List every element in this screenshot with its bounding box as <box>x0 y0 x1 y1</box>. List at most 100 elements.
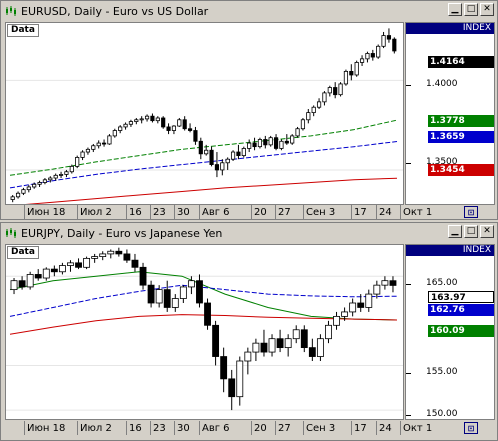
candlestick <box>196 274 203 308</box>
candlestick <box>179 285 187 303</box>
data-label: Data <box>7 246 39 259</box>
candlestick <box>58 171 64 179</box>
time-axis-label: Окт 1 <box>403 423 433 434</box>
candlestick <box>91 253 99 263</box>
candlestick <box>349 64 354 81</box>
minimize-icon: ▁ <box>451 4 459 14</box>
price-tick-mark <box>406 163 411 164</box>
candlestick <box>131 253 139 272</box>
candlestick <box>392 37 397 54</box>
candlestick <box>123 249 131 263</box>
chart-app-icon <box>4 5 18 17</box>
time-axis-label: 24 <box>379 207 392 218</box>
candlestick <box>204 298 211 330</box>
candlestick <box>386 28 392 43</box>
price-scale[interactable]: INDEX 1.4000 1.3500 1.4164 1.3778 1.3659… <box>405 22 495 205</box>
candlestick <box>252 338 260 361</box>
maximize-button[interactable]: □ <box>464 225 478 238</box>
moving-average-line <box>9 314 398 335</box>
price-tick-mark <box>406 85 411 86</box>
candlestick <box>228 369 236 411</box>
time-axis-separator <box>126 205 127 219</box>
candlestick <box>316 334 324 361</box>
candlestick <box>85 147 91 155</box>
candlestick <box>155 116 160 124</box>
candlestick <box>365 289 373 312</box>
candlestick <box>83 256 91 270</box>
price-tick-label: 165.00 <box>426 278 458 288</box>
time-axis-label: 17 <box>354 207 367 218</box>
candlestick <box>75 155 80 169</box>
close-button[interactable]: ✕ <box>480 3 494 16</box>
window-titlebar[interactable]: EURJPY, Daily - Euro vs Japanese Yen ▁ □… <box>2 224 496 242</box>
candlestick <box>316 98 322 110</box>
maximize-button[interactable]: □ <box>464 3 478 16</box>
candlestick <box>292 325 300 344</box>
candlestick <box>198 137 203 160</box>
candlestick <box>247 139 252 153</box>
time-axis-label: 20 <box>254 423 267 434</box>
chart-options-button[interactable]: ⊡ <box>464 422 478 434</box>
candlestick <box>42 267 50 281</box>
candlestick <box>276 329 284 353</box>
candlestick <box>118 125 123 134</box>
window-title: EURUSD, Daily - Euro vs US Dollar <box>21 4 209 18</box>
candlestick <box>69 164 74 174</box>
candlestick <box>279 139 284 151</box>
candlestick <box>80 150 85 161</box>
time-axis-separator <box>303 421 304 435</box>
minimize-button[interactable]: ▁ <box>448 225 462 238</box>
index-label: INDEX <box>406 245 494 256</box>
time-axis-separator <box>376 205 377 219</box>
candlestick <box>96 140 101 149</box>
maximize-icon: □ <box>466 4 476 14</box>
time-axis-label: Сен 3 <box>306 423 336 434</box>
candlestick <box>327 85 332 97</box>
time-axis[interactable]: Июн 18 Июл 2 16 23 30 Авг 6 20 27 Сен 3 17 24 Окт 1 <box>5 421 432 436</box>
chart-plot-area[interactable]: Data <box>5 244 404 420</box>
chart-options-button[interactable]: ⊡ <box>464 206 478 218</box>
candlestick <box>260 329 268 357</box>
price-scale[interactable]: INDEX 165.00 155.00 150.00 163.97 162.76… <box>405 244 495 420</box>
settings-icon: ⊡ <box>467 207 475 217</box>
time-axis-label: Авг 6 <box>202 423 230 434</box>
minimize-button[interactable]: ▁ <box>448 3 462 16</box>
time-axis-separator <box>150 421 151 435</box>
candlestick <box>252 137 257 151</box>
candlestick <box>115 247 123 257</box>
time-axis-label: Июн 18 <box>27 423 66 434</box>
ma-red-price-label: 1.3454 <box>428 164 494 176</box>
candlestick <box>64 169 69 178</box>
time-axis-separator <box>126 421 127 435</box>
window-titlebar[interactable]: EURUSD, Daily - Euro vs US Dollar ▁ □ ✕ <box>2 2 496 20</box>
candlestick <box>359 55 365 67</box>
candlestick <box>370 49 375 61</box>
price-tick-mark <box>406 373 411 374</box>
time-axis-separator <box>77 205 78 219</box>
candlestick <box>241 146 246 158</box>
candlestick <box>236 144 241 160</box>
candlestick <box>58 262 66 275</box>
time-axis-label: 27 <box>278 423 291 434</box>
time-axis-separator <box>199 421 200 435</box>
candlestick <box>209 146 214 167</box>
candlestick <box>284 334 292 357</box>
time-axis-label: 30 <box>177 423 190 434</box>
candlestick <box>139 116 144 124</box>
time-axis-separator <box>174 205 175 219</box>
candlestick <box>75 258 82 270</box>
price-tick-label: 150.00 <box>426 409 458 419</box>
moving-average-line <box>9 284 398 317</box>
chart-plot-area[interactable]: Data <box>5 22 404 205</box>
time-axis[interactable]: Июн 18 Июл 2 16 23 30 Авг 6 20 27 Сен 3 17 24 Окт 1 <box>5 205 432 219</box>
candlestick <box>134 117 139 125</box>
candlestick <box>357 294 365 312</box>
candlestick <box>150 113 155 123</box>
data-label: Data <box>7 24 39 37</box>
candlestick <box>341 307 349 321</box>
candlestick <box>263 135 268 149</box>
close-button[interactable]: ✕ <box>480 225 494 238</box>
time-axis-separator <box>275 421 276 435</box>
close-icon: ✕ <box>483 4 491 14</box>
candlestick <box>48 176 53 183</box>
